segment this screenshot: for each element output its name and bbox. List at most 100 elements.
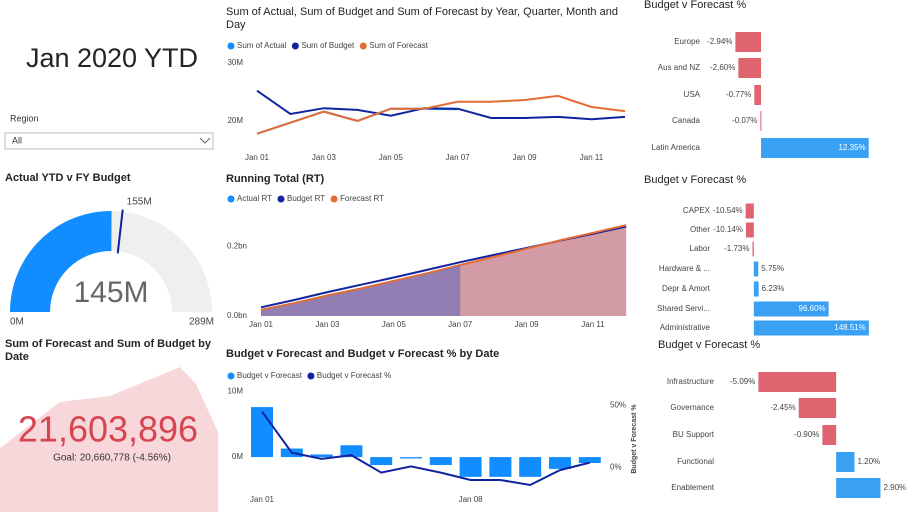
category-label: Labor	[690, 244, 711, 253]
y-tick-label: 0M	[232, 452, 243, 461]
legend-label: Forecast RT	[340, 194, 384, 203]
legend-marker	[227, 372, 235, 380]
bar	[760, 111, 762, 131]
series-line	[260, 224, 627, 311]
category-label: Infrastructure	[667, 377, 715, 386]
slicer-value: All	[12, 135, 22, 145]
category-label: Shared Servi...	[657, 304, 710, 313]
x-tick-label: Jan 11	[581, 320, 605, 329]
bar	[578, 457, 601, 464]
bar	[459, 457, 482, 477]
bar	[761, 138, 869, 158]
category-label: Other	[690, 225, 710, 234]
slicer-dropdown[interactable]	[4, 132, 214, 150]
kpi-trend-background	[0, 367, 218, 512]
bar	[340, 445, 363, 458]
x-tick-label: Jan 01	[250, 495, 275, 504]
series-area	[261, 265, 461, 316]
legend-label: Actual RT	[237, 194, 272, 203]
value-label: -0.07%	[732, 116, 757, 125]
gauge-target	[116, 209, 124, 254]
bar	[798, 398, 837, 418]
gauge-target-label: 155M	[127, 196, 152, 207]
legend-marker	[307, 372, 315, 380]
x-tick-label: Jan 03	[315, 320, 340, 329]
slicer-label: Region	[10, 113, 39, 123]
bar	[758, 372, 837, 392]
chart-title: Budget v Forecast %	[644, 174, 746, 186]
value-label: -10.14%	[713, 225, 743, 234]
bar	[822, 425, 837, 445]
y-tick-label: 0.2bn	[227, 242, 247, 251]
legend-marker	[227, 42, 235, 50]
gauge-value-arc	[10, 211, 112, 312]
value-label: 96.60%	[799, 304, 826, 313]
category-label: Hardware & ...	[659, 264, 710, 273]
value-label: -2.94%	[707, 37, 732, 46]
value-label: -2.45%	[770, 403, 795, 412]
category-label: CAPEX	[683, 206, 711, 215]
dropdown-chevron	[199, 137, 211, 144]
category-label: Latin America	[652, 143, 701, 152]
bar	[738, 58, 762, 78]
bar	[489, 457, 512, 477]
legend-label: Sum of Actual	[237, 41, 287, 50]
legend-label: Budget v Forecast %	[317, 371, 391, 380]
legend-marker	[227, 195, 235, 203]
legend-marker	[330, 195, 338, 203]
value-label: 12.35%	[839, 143, 866, 152]
legend-label: Budget v Forecast	[237, 371, 303, 380]
bar	[836, 452, 855, 472]
series-line	[261, 411, 591, 487]
x-tick-label: Jan 11	[580, 153, 604, 162]
bar	[754, 85, 762, 105]
category-label: Canada	[672, 116, 701, 125]
bar	[549, 457, 571, 469]
value-label: -2.60%	[710, 63, 735, 72]
gauge-max-label: 289M	[189, 317, 214, 328]
legend-marker	[359, 42, 367, 50]
kpi-title: Sum of Forecast and Sum of Budget by Dat…	[5, 338, 214, 363]
legend-marker	[291, 42, 299, 50]
x-tick-label: Jan 09	[515, 320, 540, 329]
category-label: Administrative	[660, 323, 711, 332]
value-label: -0.90%	[794, 430, 819, 439]
category-label: Aus and NZ	[658, 63, 700, 72]
x-tick-label: Jan 05	[382, 320, 407, 329]
series-line	[256, 94, 626, 135]
legend-marker	[277, 195, 285, 203]
x-tick-label: Jan 03	[312, 153, 337, 162]
page-title: Jan 2020 YTD	[26, 43, 198, 73]
category-label: Governance	[670, 403, 714, 412]
x-tick-label: Jan 07	[446, 153, 471, 162]
bar	[370, 457, 393, 465]
x-tick-label: Jan 01	[245, 153, 270, 162]
bar	[519, 457, 542, 477]
chart-title: Sum of Actual, Sum of Budget and Sum of …	[226, 6, 621, 31]
category-label: BU Support	[673, 430, 715, 439]
y-tick-label: 10M	[227, 386, 243, 395]
x-tick-label: Jan 09	[513, 153, 538, 162]
legend-label: Sum of Forecast	[369, 41, 428, 50]
legend-label: Budget RT	[287, 194, 325, 203]
x-tick-label: Jan 07	[448, 320, 473, 329]
x-tick-label: Jan 01	[249, 320, 274, 329]
bar	[400, 457, 422, 459]
chart-title: Budget v Forecast %	[644, 0, 746, 11]
chart-title: Actual YTD v FY Budget	[5, 172, 131, 184]
value-label: -0.77%	[726, 90, 751, 99]
y-tick-label: 30M	[227, 58, 243, 67]
kpi-value: 21,603,896	[18, 409, 198, 450]
y2-axis-title: Budget v Forecast %	[631, 404, 638, 474]
bar	[429, 457, 452, 465]
category-label: Functional	[677, 457, 714, 466]
x-tick-label: Jan 08	[459, 495, 484, 504]
value-label: 148.51%	[834, 323, 866, 332]
bar	[745, 203, 754, 219]
chart-title: Budget v Forecast %	[658, 339, 760, 351]
value-label: -10.54%	[713, 206, 743, 215]
y-tick-label: 20M	[227, 116, 243, 125]
bar	[251, 407, 273, 458]
gauge-min-label: 0M	[10, 317, 24, 328]
